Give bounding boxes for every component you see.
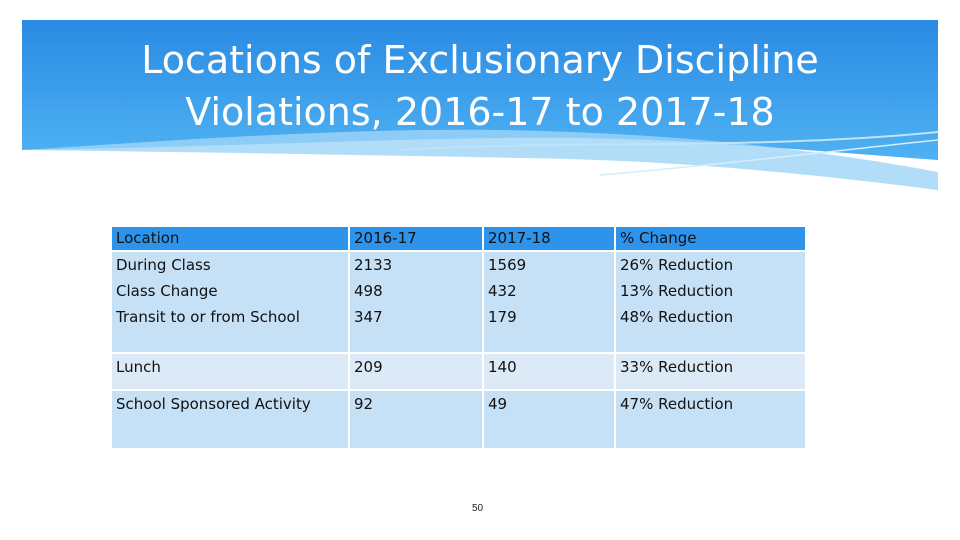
table-cell: 140 <box>482 352 616 391</box>
table-cell: 2133 <box>354 256 393 274</box>
title-line-1: Locations of Exclusionary Discipline <box>141 38 819 82</box>
table-cell: 347 <box>354 308 383 326</box>
table-cell: 33% Reduction <box>614 352 807 391</box>
header-2016-17: 2016-17 <box>348 225 484 252</box>
title-line-2: Violations, 2016-17 to 2017-18 <box>185 90 775 134</box>
table-cell: During Class <box>116 256 211 274</box>
table-cell: 498 <box>354 282 383 300</box>
table-cell: Class Change <box>116 282 218 300</box>
table-cell: 13% Reduction <box>620 282 734 300</box>
table-cell: Lunch <box>110 352 350 391</box>
table-cell: 48% Reduction <box>620 308 734 326</box>
table-cell: 49 <box>482 389 616 450</box>
table-cell: 26% Reduction <box>620 256 734 274</box>
table-cell: 179 <box>488 308 517 326</box>
cell-change-grouped: 26% Reduction 13% Reduction 48% Reductio… <box>614 250 807 354</box>
table-cell: 1569 <box>488 256 527 274</box>
table-row: Lunch 209 140 33% Reduction <box>110 352 807 391</box>
table-cell: 92 <box>348 389 484 450</box>
table-cell: School Sponsored Activity <box>110 389 350 450</box>
header-2017-18: 2017-18 <box>482 225 616 252</box>
slide-title: Locations of Exclusionary Discipline Vio… <box>22 34 938 138</box>
cell-2016-17-grouped: 2133 498 347 <box>348 250 484 354</box>
title-banner <box>22 20 939 190</box>
header-location: Location <box>110 225 350 252</box>
cell-locations-grouped: During Class Class Change Transit to or … <box>110 250 350 354</box>
cell-2017-18-grouped: 1569 432 179 <box>482 250 616 354</box>
table-cell: Transit to or from School <box>116 308 300 326</box>
header-percent-change: % Change <box>614 225 807 252</box>
page-number: 50 <box>472 503 484 514</box>
table-cell: 47% Reduction <box>614 389 807 450</box>
table-header-row: Location 2016-17 2017-18 % Change <box>110 225 807 252</box>
discipline-locations-table: Location 2016-17 2017-18 % Change During… <box>110 225 807 450</box>
table-row-grouped: During Class Class Change Transit to or … <box>110 250 807 354</box>
table-cell: 209 <box>348 352 484 391</box>
table-row: School Sponsored Activity 92 49 47% Redu… <box>110 389 807 450</box>
table-cell: 432 <box>488 282 517 300</box>
